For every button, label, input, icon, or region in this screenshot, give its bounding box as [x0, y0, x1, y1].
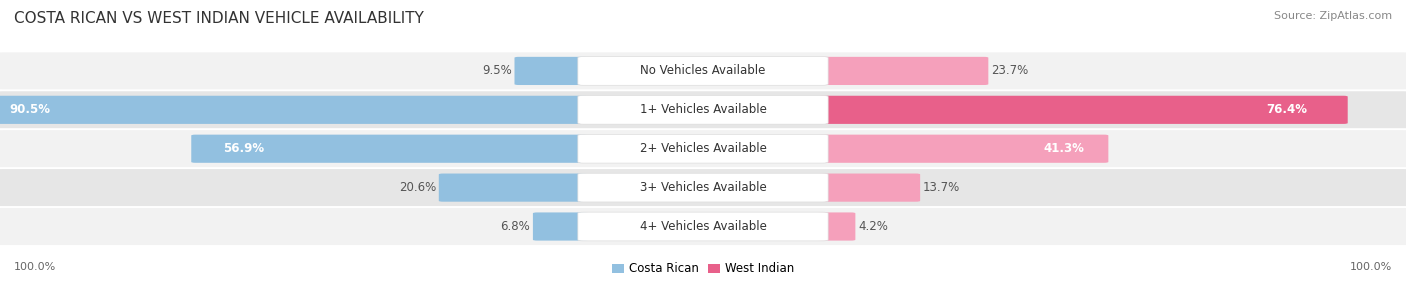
- Text: 4.2%: 4.2%: [858, 220, 889, 233]
- Legend: Costa Rican, West Indian: Costa Rican, West Indian: [607, 258, 799, 280]
- Text: 9.5%: 9.5%: [482, 64, 512, 78]
- Text: 76.4%: 76.4%: [1265, 103, 1308, 116]
- Text: Source: ZipAtlas.com: Source: ZipAtlas.com: [1274, 11, 1392, 21]
- Text: 1+ Vehicles Available: 1+ Vehicles Available: [640, 103, 766, 116]
- Text: 13.7%: 13.7%: [922, 181, 960, 194]
- Text: 3+ Vehicles Available: 3+ Vehicles Available: [640, 181, 766, 194]
- Text: COSTA RICAN VS WEST INDIAN VEHICLE AVAILABILITY: COSTA RICAN VS WEST INDIAN VEHICLE AVAIL…: [14, 11, 425, 26]
- Text: 4+ Vehicles Available: 4+ Vehicles Available: [640, 220, 766, 233]
- Text: 56.9%: 56.9%: [222, 142, 264, 155]
- Text: 41.3%: 41.3%: [1043, 142, 1084, 155]
- Text: 90.5%: 90.5%: [10, 103, 51, 116]
- Text: No Vehicles Available: No Vehicles Available: [640, 64, 766, 78]
- Text: 23.7%: 23.7%: [991, 64, 1028, 78]
- Text: 2+ Vehicles Available: 2+ Vehicles Available: [640, 142, 766, 155]
- Text: 6.8%: 6.8%: [501, 220, 530, 233]
- Text: 20.6%: 20.6%: [399, 181, 436, 194]
- Text: 100.0%: 100.0%: [1350, 262, 1392, 272]
- Text: 100.0%: 100.0%: [14, 262, 56, 272]
